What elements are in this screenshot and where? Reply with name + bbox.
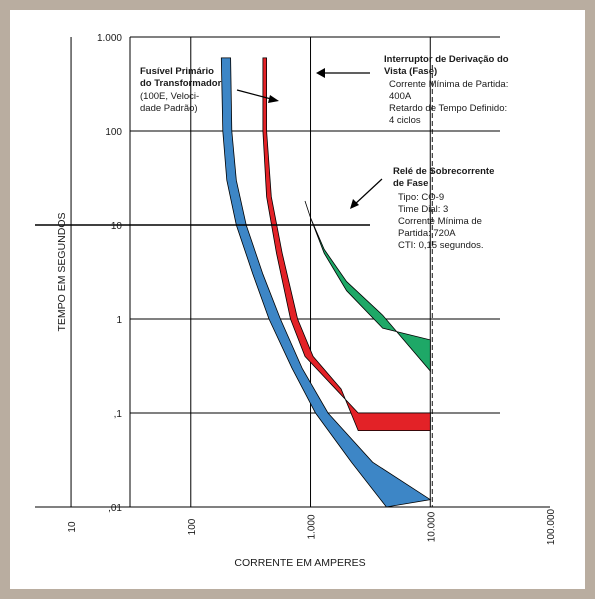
relay-detail-line-2: Time Dial: 3 xyxy=(398,204,448,215)
y-tick-label: ,01 xyxy=(108,503,122,514)
x-axis-title: CORRENTE EM AMPERES xyxy=(234,557,365,569)
x-tick-label: 100 xyxy=(187,518,198,535)
y-tick-label: 1 xyxy=(116,315,122,326)
relay-detail-line-3: Corrente Mínima de xyxy=(398,216,482,227)
fuse-arrowhead xyxy=(268,95,279,103)
fuse-title-line-2: do Transformador xyxy=(140,78,222,89)
y-tick-label: 1.000 xyxy=(97,33,122,44)
breaker-detail-line-4: 4 ciclos xyxy=(389,115,421,126)
fuse-band xyxy=(220,57,432,508)
y-tick-label: 10 xyxy=(111,221,123,232)
curves xyxy=(220,57,432,508)
breaker-detail-line-2: 400A xyxy=(389,91,412,102)
breaker-arrowhead xyxy=(316,68,325,78)
relay-detail-line-5: CTI: 0,15 segundos. xyxy=(398,240,484,251)
breaker-detail-line-3: Retardo de Tempo Definido: xyxy=(389,103,507,114)
relay-arrow xyxy=(353,178,383,206)
relay-detail-line-1: Tipo: CO-9 xyxy=(398,192,444,203)
fuse-annotation: Fusível Primário do Transformador (100E,… xyxy=(140,66,279,114)
fuse-arrow xyxy=(236,89,276,101)
fuse-detail-line-2: dade Padrão) xyxy=(140,103,198,114)
fuse-title-line-1: Fusível Primário xyxy=(140,66,214,77)
breaker-title-line-2: Vista (Fase) xyxy=(384,66,437,77)
breaker-detail-line-1: Corrente Mínima de Partida: xyxy=(389,79,508,90)
relay-band xyxy=(304,200,431,373)
breaker-title-line-1: Interruptor de Derivação do xyxy=(384,54,509,65)
relay-detail-line-4: Partida: 720A xyxy=(398,228,456,239)
y-tick-label: 100 xyxy=(105,127,122,138)
tick-labels: 1.000 100 10 1 ,1 ,01 10 100 1.000 10.000 100.000 xyxy=(67,33,557,545)
fuse-detail-line-1: (100E, Veloci- xyxy=(140,91,199,102)
grid xyxy=(35,36,550,508)
reference-lines xyxy=(35,65,433,507)
x-tick-label: 10.000 xyxy=(426,511,437,542)
relay-annotation: Relé de Sobrecorrente de Fase Tipo: CO-9… xyxy=(350,166,494,251)
y-axis-title: TEMPO EM SEGUNDOS xyxy=(56,212,68,331)
x-tick-label: 1.000 xyxy=(307,514,318,539)
breaker-annotation: Interruptor de Derivação do Vista (Fase)… xyxy=(316,54,509,126)
relay-arrowhead xyxy=(350,199,359,209)
y-tick-label: ,1 xyxy=(114,409,123,420)
breaker-band xyxy=(262,57,431,432)
relay-title-line-2: de Fase xyxy=(393,178,428,189)
x-tick-label: 10 xyxy=(67,521,78,533)
relay-title-line-1: Relé de Sobrecorrente xyxy=(393,166,494,177)
x-tick-label: 100.000 xyxy=(546,508,557,545)
